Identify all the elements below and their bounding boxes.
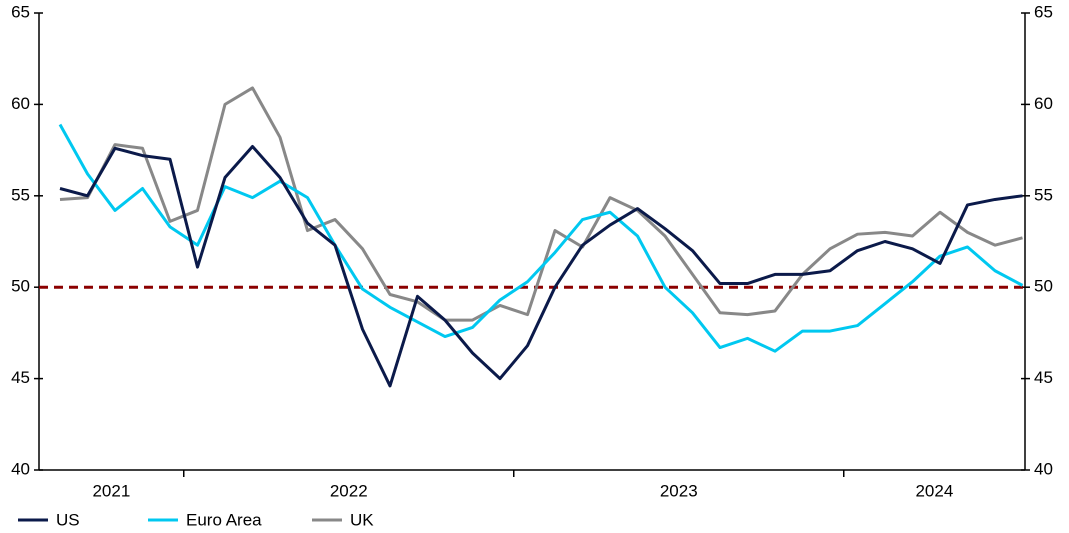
x-tick-label: 2023 xyxy=(660,481,698,500)
y-tick-label: 50 xyxy=(11,277,30,296)
y-tick-label: 40 xyxy=(11,459,30,478)
legend-label: UK xyxy=(350,510,374,529)
y2-tick-label: 45 xyxy=(1034,368,1053,387)
y-tick-label: 55 xyxy=(11,185,30,204)
x-tick-label: 2021 xyxy=(92,481,130,500)
y2-tick-label: 50 xyxy=(1034,277,1053,296)
x-tick-label: 2022 xyxy=(330,481,368,500)
y2-tick-label: 65 xyxy=(1034,2,1053,21)
y-tick-label: 45 xyxy=(11,368,30,387)
legend-label: US xyxy=(56,510,80,529)
y2-tick-label: 60 xyxy=(1034,94,1053,113)
x-tick-label: 2024 xyxy=(915,481,953,500)
y-tick-label: 65 xyxy=(11,2,30,21)
y2-tick-label: 40 xyxy=(1034,459,1053,478)
y-tick-label: 60 xyxy=(11,94,30,113)
series-line xyxy=(59,144,1023,388)
legend-label: Euro Area xyxy=(186,510,262,529)
y2-tick-label: 55 xyxy=(1034,185,1053,204)
series-line xyxy=(59,86,1023,322)
